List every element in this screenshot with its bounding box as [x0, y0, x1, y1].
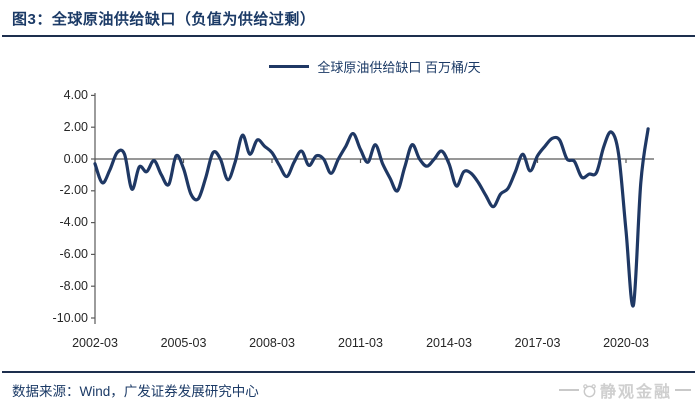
x-tick-label: 2005-03: [160, 336, 207, 350]
y-tick-label: -10.00: [52, 310, 88, 325]
y-tick-label: 0.00: [63, 151, 88, 166]
y-tick-label: 2.00: [63, 119, 88, 134]
x-tick-label: 2014-03: [426, 336, 472, 350]
panda-logo-icon: [583, 383, 596, 397]
legend-label: 全球原油供给缺口 百万桶/天: [317, 60, 481, 75]
series-line-supply-gap: [93, 127, 650, 308]
y-tick-label: -8.00: [59, 278, 89, 293]
x-tick-label: 2008-03: [249, 336, 295, 350]
watermark-dash-right: [675, 389, 691, 391]
watermark-dash-left: [558, 389, 579, 391]
chart-legend: 全球原油供给缺口 百万桶/天: [95, 57, 655, 76]
x-tick-label: 2020-03: [603, 336, 649, 350]
y-tick-label: -2.00: [59, 183, 89, 198]
legend-line-swatch: [269, 65, 310, 68]
data-source-note: 数据来源：Wind，广发证券发展研究中心: [12, 384, 259, 399]
title-divider: [2, 35, 695, 37]
footer-divider: [2, 371, 695, 373]
figure-title: 图3：全球原油供给缺口（负值为供给过剩）: [12, 11, 316, 28]
y-tick-label: -4.00: [59, 215, 89, 230]
y-tick-label: 4.00: [63, 87, 88, 102]
x-tick-label: 2011-03: [338, 336, 383, 350]
brand-watermark: 静观金融: [558, 378, 691, 402]
watermark-text: 静观金融: [599, 384, 672, 401]
chart-axes: [91, 93, 654, 324]
x-tick-label: 2002-03: [72, 336, 118, 350]
y-tick-label: -6.00: [59, 246, 89, 261]
x-tick-label: 2017-03: [514, 336, 561, 350]
